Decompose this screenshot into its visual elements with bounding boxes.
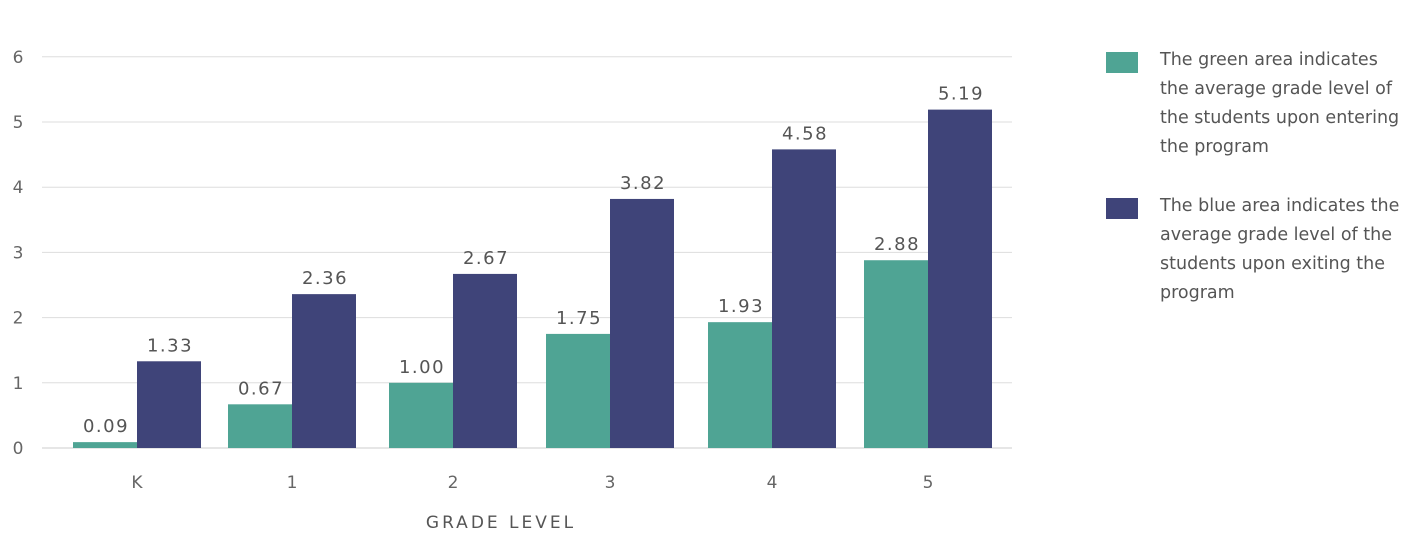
bar-exiting-5 bbox=[928, 109, 992, 448]
data-label-entering-2: 1.00 bbox=[399, 357, 445, 378]
data-label-exiting-1: 2.36 bbox=[302, 268, 348, 289]
y-tick-label-4: 4 bbox=[13, 178, 24, 198]
data-label-exiting-K: 1.33 bbox=[147, 335, 193, 356]
bar-exiting-2 bbox=[453, 273, 517, 448]
legend: The green area indicates the average gra… bbox=[1106, 46, 1406, 338]
y-tick-label-0: 0 bbox=[13, 439, 24, 459]
bar-entering-3 bbox=[546, 333, 610, 448]
bar-entering-2 bbox=[389, 382, 453, 448]
legend-text-exiting: The blue area indicates the average grad… bbox=[1160, 196, 1400, 303]
data-label-exiting-3: 3.82 bbox=[620, 173, 666, 194]
data-label-entering-5: 2.88 bbox=[874, 234, 920, 255]
x-tick-label-1: 1 bbox=[287, 473, 298, 493]
bar-exiting-4 bbox=[772, 149, 836, 448]
x-tick-label-4: 4 bbox=[767, 473, 778, 493]
data-label-exiting-2: 2.67 bbox=[463, 248, 509, 269]
y-tick-label-5: 5 bbox=[13, 113, 24, 133]
bar-entering-5 bbox=[864, 260, 928, 448]
bar-chart: 0 1 2 3 4 5 6 0.09 1.33 0.67 2.36 1.00 2.67 1.75 3.82… bbox=[13, 48, 1012, 533]
data-label-entering-1: 0.67 bbox=[238, 378, 284, 399]
x-axis-title: GRADE LEVEL bbox=[426, 513, 576, 533]
bar-exiting-1 bbox=[292, 294, 356, 448]
y-tick-label-2: 2 bbox=[13, 309, 24, 329]
y-axis-ticks: 0 1 2 3 4 5 6 bbox=[13, 48, 24, 459]
y-tick-label-3: 3 bbox=[13, 243, 24, 263]
bar-exiting-K bbox=[137, 361, 201, 448]
bar-entering-1 bbox=[228, 404, 292, 448]
legend-item-exiting: The blue area indicates the average grad… bbox=[1106, 192, 1406, 308]
legend-swatch-blue bbox=[1106, 198, 1138, 219]
x-tick-label-5: 5 bbox=[923, 473, 934, 493]
bar-exiting-3 bbox=[610, 198, 674, 448]
x-tick-label-K: K bbox=[131, 473, 143, 493]
data-label-entering-K: 0.09 bbox=[83, 416, 129, 437]
data-labels: 0.09 1.33 0.67 2.36 1.00 2.67 1.75 3.82 1.93 4.58… bbox=[83, 84, 984, 438]
data-label-entering-4: 1.93 bbox=[718, 296, 764, 317]
data-label-exiting-4: 4.58 bbox=[782, 123, 828, 144]
y-tick-label-6: 6 bbox=[13, 48, 24, 68]
legend-text-entering: The green area indicates the average gra… bbox=[1160, 50, 1400, 157]
data-label-entering-3: 1.75 bbox=[556, 308, 602, 329]
bar-entering-K bbox=[73, 442, 137, 448]
data-label-exiting-5: 5.19 bbox=[938, 84, 984, 105]
legend-item-entering: The green area indicates the average gra… bbox=[1106, 46, 1406, 162]
gridlines bbox=[42, 56, 1012, 449]
x-tick-label-3: 3 bbox=[605, 473, 616, 493]
bar-entering-4 bbox=[708, 322, 772, 448]
bars bbox=[73, 109, 992, 448]
y-tick-label-1: 1 bbox=[13, 374, 24, 394]
legend-swatch-green bbox=[1106, 52, 1138, 73]
x-axis-ticks: K 1 2 3 4 5 bbox=[131, 473, 933, 493]
x-tick-label-2: 2 bbox=[448, 473, 459, 493]
